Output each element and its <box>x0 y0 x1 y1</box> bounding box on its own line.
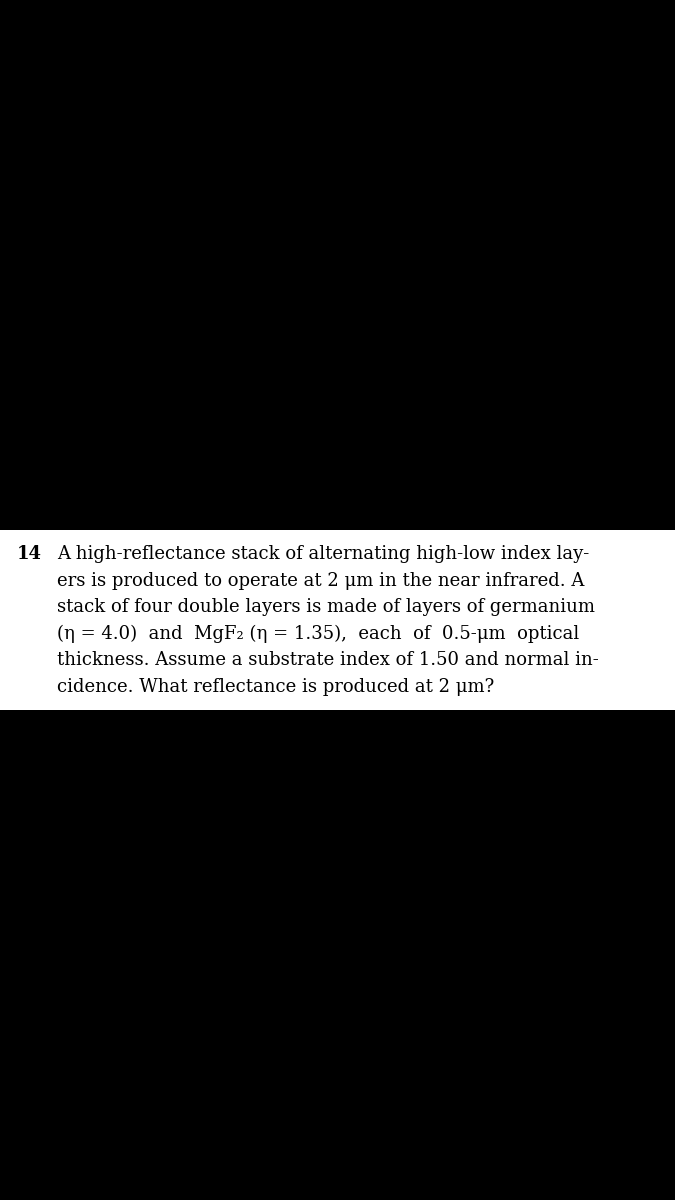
Text: ers is produced to operate at 2 μm in the near infrared. A: ers is produced to operate at 2 μm in th… <box>57 571 585 589</box>
Text: thickness. Assume a substrate index of 1.50 and normal in-: thickness. Assume a substrate index of 1… <box>57 650 599 670</box>
Text: cidence. What reflectance is produced at 2 μm?: cidence. What reflectance is produced at… <box>57 678 494 696</box>
Text: 14: 14 <box>17 545 42 563</box>
Text: A high-reflectance stack of alternating high-low index lay-: A high-reflectance stack of alternating … <box>57 545 589 563</box>
Text: stack of four double layers is made of layers of germanium: stack of four double layers is made of l… <box>57 598 595 616</box>
Text: (η = 4.0)  and  MgF₂ (η = 1.35),  each  of  0.5-μm  optical: (η = 4.0) and MgF₂ (η = 1.35), each of 0… <box>57 624 579 643</box>
Bar <box>0 530 675 710</box>
